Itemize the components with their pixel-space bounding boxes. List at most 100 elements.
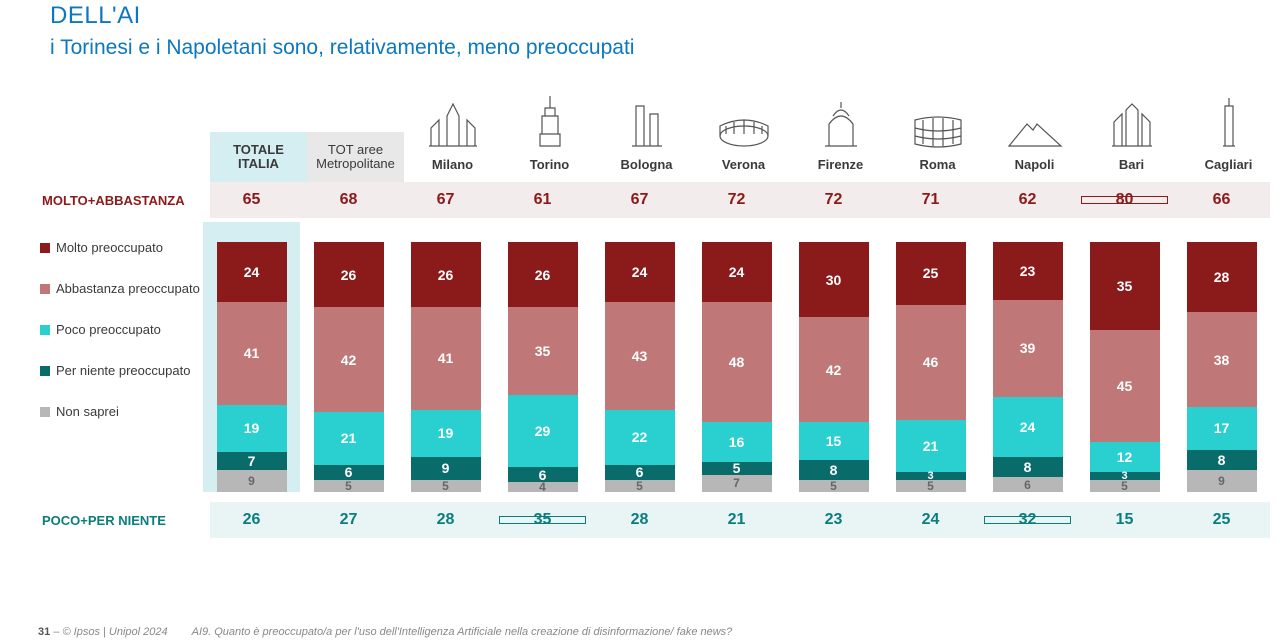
- top-summary-value: 68: [300, 191, 397, 209]
- legend-label: Non saprei: [56, 404, 119, 419]
- bar-segment: 26: [314, 242, 384, 307]
- column-header: Cagliari: [1180, 90, 1277, 182]
- bar-segment: 21: [896, 420, 966, 473]
- top-summary-value: 67: [397, 191, 494, 209]
- bar-segment: 43: [605, 302, 675, 410]
- column-header: Bologna: [598, 90, 695, 182]
- column-headers: TOTALE ITALIATOT aree MetropolitaneMilan…: [210, 84, 1280, 182]
- bar-segment: 25: [896, 242, 966, 305]
- top-summary-value: 67: [591, 191, 688, 209]
- column-header: TOT aree Metropolitane: [307, 84, 404, 182]
- bar-segment: 16: [702, 422, 772, 462]
- towers-icon: [598, 90, 695, 148]
- bottom-summary-value: 15: [1076, 511, 1173, 529]
- dome-icon: [792, 90, 889, 148]
- bar-column: 98173828: [1173, 222, 1270, 492]
- legend-label: Per niente preoccupato: [56, 363, 190, 378]
- top-summary-band: MOLTO+ABBASTANZA 6568676167727271628066: [40, 182, 1270, 218]
- arena-icon: [695, 90, 792, 148]
- bottom-summary-value: 26: [203, 511, 300, 529]
- bar-segment: 9: [1187, 470, 1257, 493]
- bar-segment: 8: [799, 460, 869, 480]
- bars: 9719412456214226591941264629352656224324…: [203, 222, 1270, 492]
- column-header: Firenze: [792, 90, 889, 182]
- bar-segment: 23: [993, 242, 1063, 300]
- bar-segment: 19: [411, 410, 481, 458]
- legend-label: Poco preoccupato: [56, 322, 161, 337]
- bar-segment: 24: [993, 397, 1063, 457]
- bar-segment: 5: [411, 480, 481, 493]
- bar-segment: 26: [508, 242, 578, 307]
- vesuvio-icon: [986, 90, 1083, 148]
- top-summary-value: 66: [1173, 191, 1270, 209]
- legend-swatch: [40, 284, 50, 294]
- bar-segment: 21: [314, 412, 384, 465]
- column-label: Cagliari: [1180, 148, 1277, 182]
- legend-label: Molto preoccupato: [56, 240, 163, 255]
- bar-column: 58154230: [785, 222, 882, 492]
- bar-segment: 46: [896, 305, 966, 420]
- bar-segment: 41: [217, 302, 287, 405]
- bar-segment: 39: [993, 300, 1063, 398]
- top-summary-value: 62: [979, 191, 1076, 209]
- legend-swatch: [40, 243, 50, 253]
- bar-segment: 28: [1187, 242, 1257, 312]
- bar-segment: 5: [1090, 480, 1160, 493]
- bar-segment: 8: [993, 457, 1063, 477]
- duomo-icon: [404, 90, 501, 148]
- column-label: Milano: [404, 148, 501, 182]
- bar-segment: 29: [508, 395, 578, 468]
- bar-segment: 17: [1187, 407, 1257, 450]
- bar-segment: 38: [1187, 312, 1257, 407]
- bar-segment: 5: [896, 480, 966, 493]
- footer: 31 – © Ipsos | Unipol 2024 AI9. Quanto è…: [0, 626, 1280, 638]
- legend-item: Non saprei: [40, 404, 203, 419]
- bar-column: 59194126: [397, 222, 494, 492]
- bar-segment: 5: [799, 480, 869, 493]
- top-summary-value: 72: [785, 191, 882, 209]
- bar-segment: 19: [217, 405, 287, 453]
- legend-swatch: [40, 407, 50, 417]
- legend: Molto preoccupatoAbbastanza preoccupatoP…: [40, 222, 203, 492]
- bar-segment: 45: [1090, 330, 1160, 443]
- bar-column: 68243923: [979, 222, 1076, 492]
- column-label: Firenze: [792, 148, 889, 182]
- bar-segment: 15: [799, 422, 869, 460]
- column-header: Torino: [501, 90, 598, 182]
- bar-segment: 48: [702, 302, 772, 422]
- column-label: Verona: [695, 148, 792, 182]
- bar-segment: 5: [314, 480, 384, 493]
- chart: TOTALE ITALIATOT aree MetropolitaneMilan…: [0, 84, 1280, 538]
- bar-segment: 30: [799, 242, 869, 317]
- bars-area: Molto preoccupatoAbbastanza preoccupatoP…: [40, 222, 1270, 492]
- basilica-icon: [1083, 90, 1180, 148]
- bar-segment: 5: [605, 480, 675, 493]
- bar-column: 75164824: [688, 222, 785, 492]
- bar-segment: 12: [1090, 442, 1160, 472]
- bar-column: 56214226: [300, 222, 397, 492]
- bar-segment: 8: [1187, 450, 1257, 470]
- top-summary-value: 80: [1076, 191, 1173, 209]
- bar-segment: 35: [508, 307, 578, 395]
- top-summary-value: 72: [688, 191, 785, 209]
- legend-item: Molto preoccupato: [40, 240, 203, 255]
- bottom-row-label: POCO+PER NIENTE: [40, 513, 203, 528]
- column-header: Roma: [889, 90, 986, 182]
- bar-column: 97194124: [203, 222, 300, 492]
- bottom-summary-value: 32: [979, 511, 1076, 529]
- top-row-values: 6568676167727271628066: [203, 191, 1270, 209]
- bar-segment: 24: [605, 242, 675, 302]
- column-header: Napoli: [986, 90, 1083, 182]
- bar-segment: 6: [314, 465, 384, 480]
- mole-icon: [501, 90, 598, 148]
- column-header: Bari: [1083, 90, 1180, 182]
- bottom-summary-value: 35: [494, 511, 591, 529]
- bar-segment: 5: [702, 462, 772, 475]
- legend-swatch: [40, 366, 50, 376]
- bottom-summary-value: 28: [591, 511, 688, 529]
- legend-item: Poco preoccupato: [40, 322, 203, 337]
- bar-segment: 22: [605, 410, 675, 465]
- bar-segment: 9: [217, 470, 287, 493]
- bar-column: 46293526: [494, 222, 591, 492]
- bottom-summary-value: 27: [300, 511, 397, 529]
